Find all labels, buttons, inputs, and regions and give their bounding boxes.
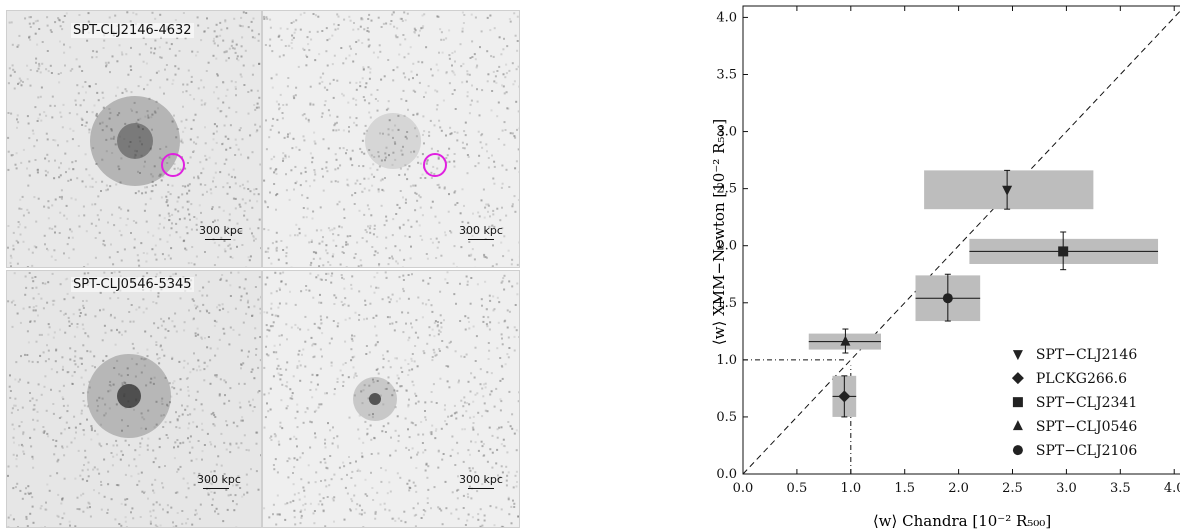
x-tick-label: 3.0 bbox=[1056, 481, 1077, 496]
source-ring-icon bbox=[161, 153, 185, 177]
panel-label: SPT-CLJ0546-5345 bbox=[71, 277, 194, 292]
panel-label: SPT-CLJ2146-4632 bbox=[71, 23, 194, 38]
data-point bbox=[1058, 246, 1069, 257]
scale-bar bbox=[203, 488, 229, 489]
y-tick-label: 1.5 bbox=[716, 296, 737, 311]
y-tick-label: 2.0 bbox=[716, 239, 737, 254]
scale-bar bbox=[468, 488, 494, 489]
y-tick-label: 3.5 bbox=[716, 67, 737, 82]
legend-marker bbox=[1012, 445, 1023, 456]
legend-label: SPT−CLJ0546 bbox=[1036, 419, 1137, 435]
y-tick-label: 4.0 bbox=[716, 10, 737, 25]
image-top-right: 300 kpc bbox=[262, 10, 520, 268]
legend-label: PLCKG266.6 bbox=[1036, 371, 1127, 387]
image-bottom-left: SPT-CLJ0546-5345 300 kpc bbox=[6, 270, 262, 528]
cluster-core bbox=[369, 393, 381, 405]
x-tick-label: 4.0 bbox=[1164, 481, 1180, 496]
y-tick-label: 2.5 bbox=[716, 182, 737, 197]
x-tick-label: 1.5 bbox=[894, 481, 915, 496]
data-point bbox=[838, 390, 851, 403]
legend-marker bbox=[1012, 397, 1023, 408]
image-bottom-right: 300 kpc bbox=[262, 270, 520, 528]
legend-label: SPT−CLJ2341 bbox=[1036, 395, 1137, 411]
image-top-left: SPT-CLJ2146-4632 300 kpc bbox=[6, 10, 262, 268]
scale-label: 300 kpc bbox=[199, 224, 243, 237]
x-tick-label: 0.5 bbox=[787, 481, 808, 496]
y-tick-label: 0.5 bbox=[716, 410, 737, 425]
y-axis-label: ⟨w⟩ XMM−Newton [10⁻² R₅₀₀] bbox=[710, 119, 728, 345]
source-ring-icon bbox=[423, 153, 447, 177]
scale-bar bbox=[205, 239, 231, 240]
cluster-core bbox=[117, 384, 141, 408]
data-point bbox=[942, 293, 953, 304]
cluster-emission bbox=[365, 113, 421, 169]
cluster-emission bbox=[90, 96, 180, 186]
x-tick-label: 3.5 bbox=[1110, 481, 1131, 496]
scale-label: 300 kpc bbox=[459, 224, 503, 237]
legend-label: SPT−CLJ2146 bbox=[1036, 347, 1137, 363]
x-tick-label: 2.5 bbox=[1002, 481, 1023, 496]
noise-field bbox=[7, 271, 261, 527]
noise-field bbox=[263, 11, 519, 267]
data-point bbox=[1002, 185, 1013, 196]
y-tick-label: 0.0 bbox=[716, 467, 737, 482]
legend-marker bbox=[1011, 372, 1024, 385]
legend-marker bbox=[1012, 420, 1023, 431]
x-axis-label: ⟨w⟩ Chandra [10⁻² R₅₀₀] bbox=[873, 512, 1051, 530]
cluster-core bbox=[117, 123, 153, 159]
y-tick-label: 1.0 bbox=[716, 353, 737, 368]
x-tick-label: 1.0 bbox=[840, 481, 861, 496]
plot-frame bbox=[742, 5, 1180, 475]
legend-label: SPT−CLJ2106 bbox=[1036, 443, 1137, 459]
y-tick-label: 3.0 bbox=[716, 125, 737, 140]
scatter-chart: 0.0 0.5 1.0 1.5 2.0 2.5 3.0 3.5 4.0 0.0 0.5 1.0 1.5 2… bbox=[710, 5, 1180, 530]
scale-label: 300 kpc bbox=[197, 473, 241, 486]
one-to-one-line bbox=[742, 10, 1180, 475]
data-point bbox=[840, 335, 851, 346]
scale-label: 300 kpc bbox=[459, 473, 503, 486]
legend-marker bbox=[1012, 350, 1023, 361]
scale-bar bbox=[468, 239, 494, 240]
x-tick-label: 0.0 bbox=[733, 481, 754, 496]
noise-field bbox=[263, 271, 519, 527]
noise-field bbox=[7, 11, 261, 267]
x-tick-label: 2.0 bbox=[948, 481, 969, 496]
